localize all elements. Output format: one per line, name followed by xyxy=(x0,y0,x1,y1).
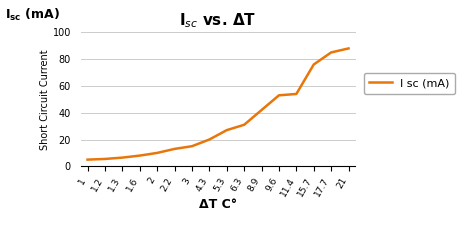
I sc (mA) xyxy=(293,93,299,95)
I sc (mA) xyxy=(85,158,91,161)
I sc (mA) xyxy=(137,154,143,157)
I sc (mA) xyxy=(119,156,125,159)
I sc (mA) xyxy=(207,138,212,141)
I sc (mA) xyxy=(328,51,334,54)
I sc (mA) xyxy=(102,158,108,160)
I sc (mA) xyxy=(155,152,160,154)
I sc (mA) xyxy=(172,148,177,150)
Text: $\mathbf{I_{sc}}$ $\mathbf{(mA)}$: $\mathbf{I_{sc}}$ $\mathbf{(mA)}$ xyxy=(5,7,60,23)
I sc (mA) xyxy=(241,123,247,126)
Y-axis label: Short Circuit Current: Short Circuit Current xyxy=(40,49,50,150)
X-axis label: ΔT C°: ΔT C° xyxy=(199,198,237,211)
I sc (mA) xyxy=(224,129,229,131)
I sc (mA) xyxy=(311,63,317,66)
Legend: I sc (mA): I sc (mA) xyxy=(364,73,456,94)
I sc (mA) xyxy=(259,109,264,111)
I sc (mA) xyxy=(276,94,282,97)
Title: I$_{sc}$ vs. ΔT: I$_{sc}$ vs. ΔT xyxy=(179,11,257,30)
I sc (mA) xyxy=(346,47,351,50)
Line: I sc (mA): I sc (mA) xyxy=(88,49,348,160)
I sc (mA) xyxy=(189,145,195,148)
